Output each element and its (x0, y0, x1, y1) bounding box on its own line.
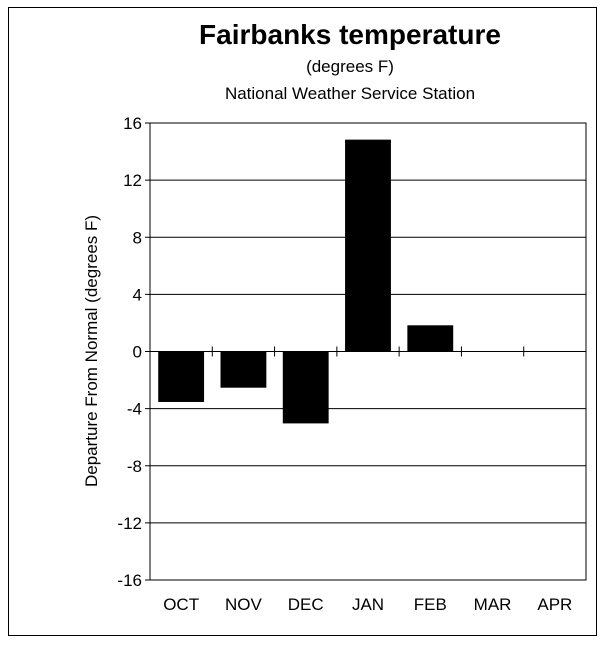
axes (145, 122, 587, 581)
y-tick-label: 12 (123, 171, 142, 190)
bar-nov (220, 351, 267, 388)
y-tick-label: 8 (133, 228, 142, 247)
y-tick-label: 4 (133, 285, 142, 304)
y-tick-label: -8 (127, 457, 142, 476)
y-tick-label: -12 (117, 514, 142, 533)
y-tick-label: 0 (133, 343, 142, 362)
y-tick-label: 16 (123, 114, 142, 133)
bar-jan (345, 139, 391, 352)
y-tick-label: -16 (117, 571, 142, 590)
x-tick-label-dec: DEC (288, 595, 324, 614)
y-axis-label: Departure From Normal (degrees F) (82, 215, 101, 487)
x-tick-label-mar: MAR (474, 595, 512, 614)
chart-frame (8, 7, 597, 636)
x-tick-label-oct: OCT (163, 595, 199, 614)
bar-feb (407, 325, 454, 353)
bar-dec (282, 351, 329, 424)
chart-subtitle-units: (degrees F) (306, 57, 394, 76)
bars (158, 139, 454, 424)
x-tick-label-nov: NOV (225, 595, 263, 614)
y-tick-labels: 16 12 8 4 0 -4 -8 -12 -16 (117, 114, 142, 590)
bar-oct (158, 351, 205, 402)
chart-subtitle-station: National Weather Service Station (225, 84, 475, 103)
x-tick-label-feb: FEB (414, 595, 447, 614)
chart-title: Fairbanks temperature (199, 19, 501, 50)
x-tick-label-apr: APR (537, 595, 572, 614)
y-tick-label: -4 (127, 400, 142, 419)
x-tick-label-jan: JAN (352, 595, 384, 614)
x-tick-labels: OCT NOV DEC JAN FEB MAR APR (163, 595, 572, 614)
